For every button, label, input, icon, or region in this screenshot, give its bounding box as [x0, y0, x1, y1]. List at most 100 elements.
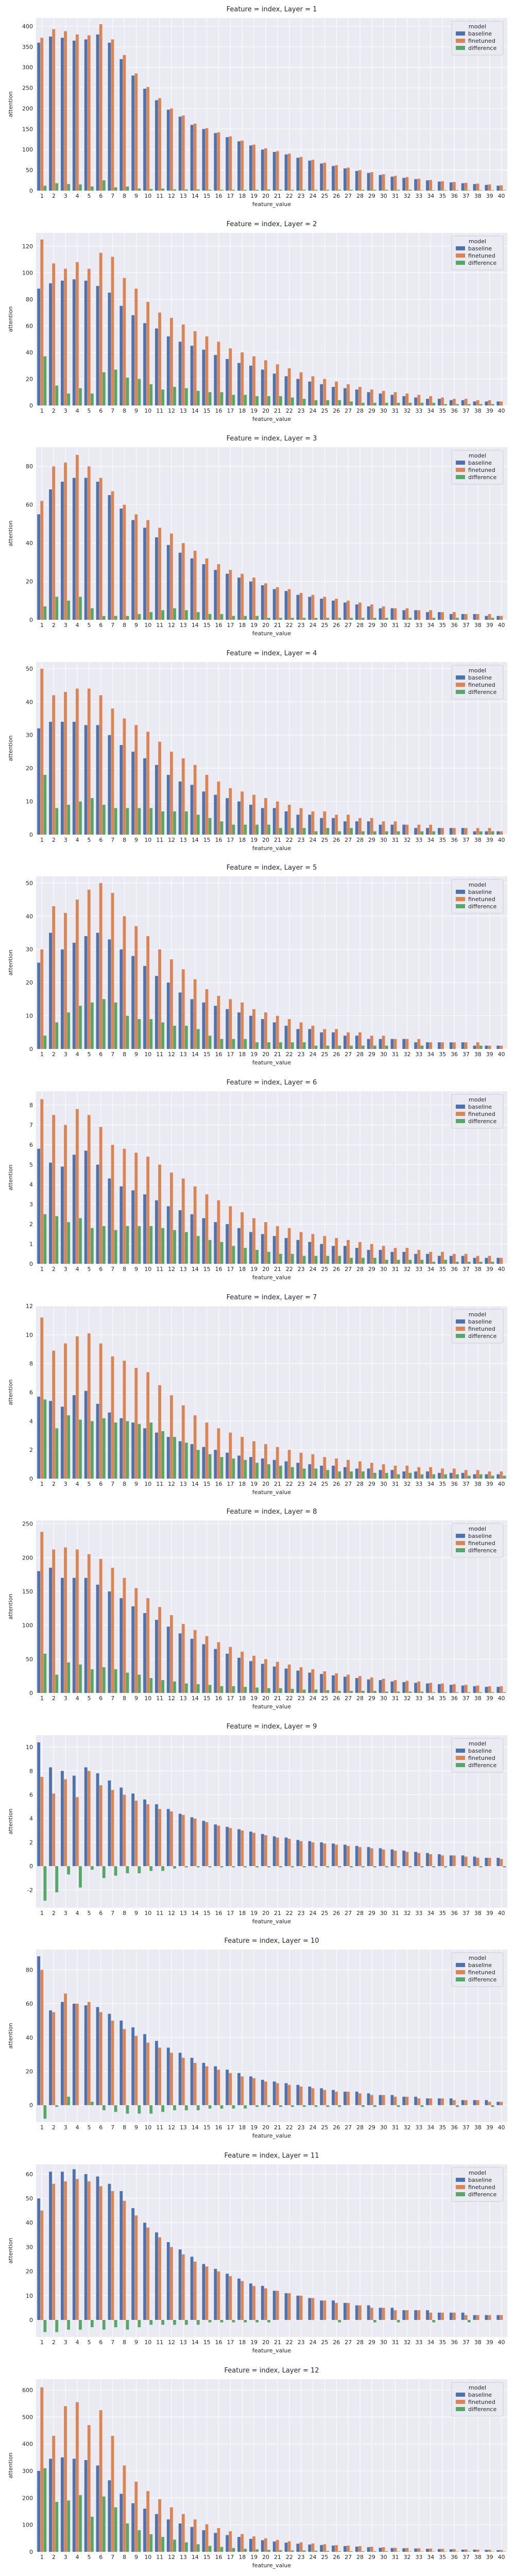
bar-baseline-31	[390, 1469, 394, 1479]
bar-difference-21	[279, 1465, 282, 1479]
bar-finetuned-29	[370, 1462, 373, 1479]
bar-difference-39	[491, 831, 494, 835]
bar-baseline-24	[308, 2544, 312, 2552]
bar-baseline-18	[237, 1228, 241, 1264]
bar-baseline-39	[485, 1687, 488, 1693]
x-tick-label: 21	[274, 1910, 281, 1917]
bar-difference-33	[420, 2551, 424, 2552]
x-tick-label: 2	[52, 1266, 56, 1273]
bar-finetuned-17	[229, 1206, 232, 1264]
bar-difference-30	[385, 1472, 388, 1479]
x-tick-label: 34	[427, 2554, 434, 2561]
bar-finetuned-2	[52, 2183, 56, 2320]
bar-difference-3	[67, 1222, 71, 1264]
bar-difference-35	[444, 1260, 448, 1264]
bar-baseline-6	[96, 725, 99, 835]
x-tick-label: 22	[286, 408, 293, 414]
legend-label-difference: difference	[468, 2191, 496, 2198]
legend-title: model	[469, 1740, 486, 1747]
bar-baseline-18	[237, 1012, 241, 1049]
bar-difference-18	[244, 190, 247, 191]
bar-baseline-29	[367, 1250, 370, 1264]
bar-baseline-13	[178, 552, 182, 620]
bar-finetuned-38	[476, 183, 479, 191]
bar-finetuned-4	[76, 2179, 79, 2320]
x-tick-label: 38	[474, 1910, 482, 1917]
bar-baseline-24	[308, 2298, 312, 2320]
x-tick-label: 13	[180, 1481, 187, 1487]
bar-baseline-21	[272, 1666, 276, 1693]
plot-area	[36, 876, 507, 1049]
bar-difference-7	[114, 1003, 117, 1049]
x-tick-label: 16	[215, 1051, 222, 1058]
x-tick-label: 25	[321, 2339, 328, 2346]
bar-difference-22	[290, 1253, 294, 1264]
bar-baseline-6	[96, 1164, 99, 1264]
bar-finetuned-16	[217, 1200, 220, 1264]
x-tick-label: 2	[52, 2339, 56, 2346]
bar-finetuned-32	[405, 1465, 409, 1479]
bar-difference-36	[456, 2105, 459, 2107]
bar-difference-4	[79, 801, 82, 835]
bar-finetuned-40	[500, 616, 503, 620]
bar-difference-34	[432, 1692, 436, 1693]
x-tick-label: 15	[203, 837, 211, 843]
x-tick-label: 29	[368, 2339, 375, 2346]
x-tick-label: 26	[333, 193, 340, 199]
bar-finetuned-37	[464, 2549, 468, 2552]
y-tick-label: 50	[26, 167, 33, 174]
bar-baseline-27	[344, 1467, 347, 1479]
legend-label-finetuned: finetuned	[468, 467, 495, 473]
y-tick-label: 200	[22, 105, 33, 112]
x-tick-label: 8	[123, 2339, 126, 2346]
bar-finetuned-22	[287, 1449, 291, 1479]
x-tick-label: 26	[333, 1910, 340, 1917]
bar-finetuned-36	[453, 398, 456, 405]
bar-finetuned-2	[52, 2012, 56, 2106]
bar-finetuned-19	[252, 2536, 255, 2552]
bar-difference-7	[114, 1866, 117, 1876]
y-tick-label: 300	[22, 2468, 33, 2475]
chart-title: Feature = index, Layer = 12	[224, 2367, 319, 2375]
bar-baseline-10	[143, 89, 146, 191]
bar-difference-9	[138, 1019, 141, 1049]
legend-label-baseline: baseline	[468, 460, 492, 466]
x-tick-label: 13	[180, 193, 187, 199]
bar-finetuned-35	[441, 2548, 444, 2552]
bar-baseline-31	[390, 608, 394, 620]
bar-baseline-32	[402, 2310, 406, 2320]
x-tick-label: 7	[111, 837, 114, 843]
bar-baseline-25	[320, 2088, 323, 2106]
bar-difference-36	[456, 2551, 459, 2552]
bar-finetuned-25	[323, 2300, 327, 2320]
bar-difference-40	[503, 1476, 506, 1479]
x-tick-label: 11	[156, 2124, 163, 2131]
bar-finetuned-25	[323, 1236, 327, 1264]
bar-finetuned-2	[52, 906, 56, 1049]
bar-baseline-26	[332, 1843, 335, 1866]
bar-difference-21	[279, 1688, 282, 1693]
x-tick-label: 20	[262, 1266, 269, 1273]
x-tick-label: 34	[427, 2124, 434, 2131]
bar-baseline-12	[166, 2242, 170, 2320]
bar-baseline-32	[402, 2548, 406, 2552]
x-tick-label: 25	[321, 1051, 328, 1058]
x-tick-label: 35	[439, 837, 446, 843]
legend-swatch-baseline	[456, 246, 465, 250]
bar-finetuned-33	[417, 178, 421, 191]
bar-finetuned-2	[52, 1549, 56, 1693]
bar-difference-36	[456, 1692, 459, 1693]
bar-difference-28	[362, 402, 365, 405]
bar-difference-3	[67, 1866, 71, 1875]
bar-difference-3	[67, 1012, 71, 1049]
bar-finetuned-13	[181, 1178, 185, 1264]
bar-difference-11	[161, 1022, 165, 1049]
bar-baseline-19	[249, 2283, 252, 2320]
x-tick-label: 1	[40, 1695, 44, 1702]
bar-finetuned-3	[64, 31, 67, 191]
x-tick-label: 4	[76, 837, 79, 843]
bar-difference-17	[232, 190, 235, 191]
bar-baseline-1	[37, 1956, 41, 2106]
